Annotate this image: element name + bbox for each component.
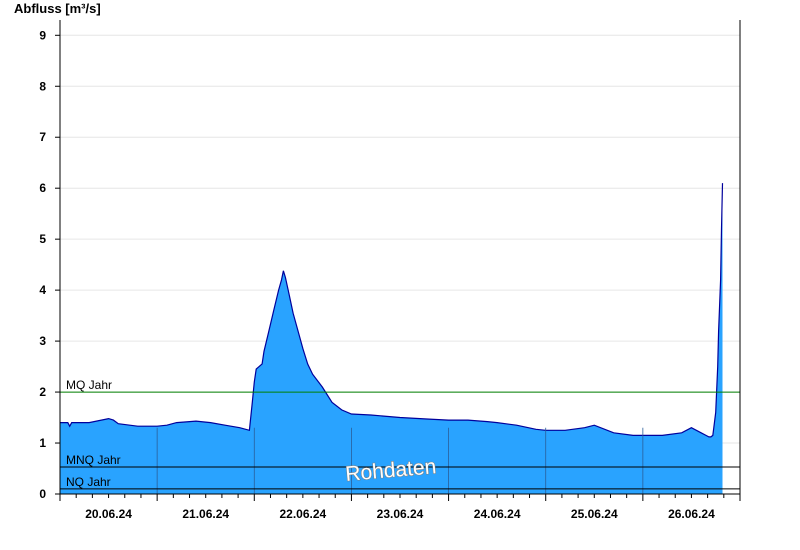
reference-lines: MQ Jahr MNQ Jahr NQ Jahr — [60, 378, 740, 490]
refline-label-1: MNQ Jahr — [66, 453, 121, 467]
refline-label-2: NQ Jahr — [66, 475, 111, 489]
x-tick-label-6: 26.06.24 — [668, 507, 715, 521]
discharge-area — [60, 183, 723, 494]
x-tick-label-3: 23.06.24 — [377, 507, 424, 521]
y-tick-label-9: 9 — [39, 28, 46, 42]
x-tick-label-4: 24.06.24 — [474, 507, 521, 521]
x-tick-label-5: 25.06.24 — [571, 507, 618, 521]
axes: 0 1 2 3 4 5 6 7 8 9 20.06.24 21.06.24 22.06.24 23.06.… — [39, 20, 741, 521]
y-tick-label-7: 7 — [39, 130, 46, 144]
y-axis-title: Abfluss [m³/s] — [14, 1, 101, 16]
y-tick-label-0: 0 — [39, 487, 46, 501]
y-tick-label-4: 4 — [39, 283, 46, 297]
discharge-line — [60, 183, 724, 438]
refline-label-0: MQ Jahr — [66, 378, 112, 392]
gridlines — [60, 34, 740, 444]
y-tick-label-5: 5 — [39, 232, 46, 246]
y-tick-label-1: 1 — [39, 436, 46, 450]
y-tick-label-2: 2 — [39, 385, 46, 399]
x-tick-label-1: 21.06.24 — [182, 507, 229, 521]
y-tick-label-3: 3 — [39, 334, 46, 348]
discharge-series — [60, 183, 724, 494]
y-tick-label-8: 8 — [39, 79, 46, 93]
x-tick-label-2: 22.06.24 — [279, 507, 326, 521]
y-tick-label-6: 6 — [39, 181, 46, 195]
x-tick-label-0: 20.06.24 — [85, 507, 132, 521]
watermark-rohdaten: Rohdaten — [344, 455, 437, 486]
